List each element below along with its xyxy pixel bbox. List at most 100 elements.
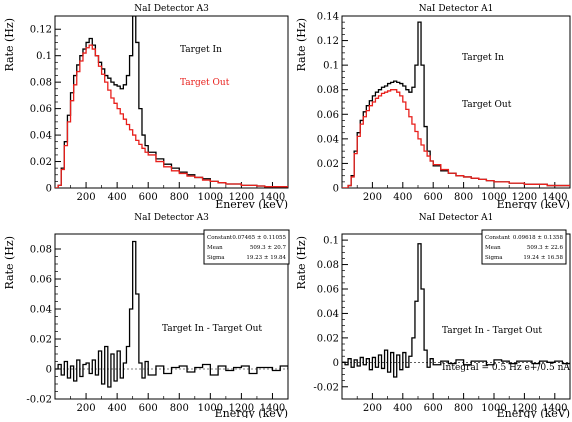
y-tick-label: 0.02 — [317, 159, 339, 170]
annotation: Target In — [462, 53, 504, 63]
x-tick-label: 200 — [363, 192, 382, 203]
y-tick-label: 0.06 — [30, 275, 52, 286]
x-tick-label: 400 — [393, 403, 412, 414]
y-tick-label: 0 — [333, 358, 339, 369]
stats-value: 509.3 ± 22.6 — [527, 245, 564, 251]
chart-title: NaI Detector A1 — [419, 213, 494, 223]
x-tick-label: 600 — [424, 192, 443, 203]
plot-frame — [54, 15, 289, 189]
chart-svg-1: NaI Detector A1 0 0.02 0.04 0.06 0.08 0.1 0.12 0… — [295, 4, 571, 211]
y-tick-label: 0.02 — [30, 335, 52, 346]
y-tick-label: 0.1 — [323, 236, 339, 247]
chart-title: NaI Detector A3 — [134, 213, 209, 223]
x-tick-label: 1400 — [260, 403, 285, 414]
y-tick-label: 0.06 — [317, 110, 339, 121]
x-tick-label: 1200 — [229, 403, 254, 414]
x-axis-label: Energy (keV) — [497, 407, 570, 418]
series-line-1 — [342, 89, 570, 188]
series-line-0 — [55, 240, 288, 388]
annotation: Target In - Target Out — [442, 326, 542, 336]
y-tick-label: 0.1 — [323, 61, 339, 72]
x-axis-label: Energy (keV) — [497, 198, 570, 209]
y-tick-label: 0.06 — [30, 104, 52, 115]
y-tick-label: 0 — [46, 365, 52, 376]
y-tick-label: 0.08 — [317, 260, 339, 271]
y-tick-label: 0.12 — [30, 25, 52, 36]
stats-value: 0.07465 ± 0.11055 — [232, 235, 286, 241]
y-tick-label: 0.12 — [317, 36, 339, 47]
x-tick-label: 1000 — [198, 192, 223, 203]
x-axis-label: Energy (keV) — [215, 407, 288, 418]
annotation: Target Out — [180, 78, 230, 88]
stats-value: 509.3 ± 20.7 — [250, 245, 287, 251]
y-tick-label: 0.04 — [30, 131, 52, 142]
stats-value: 19.23 ± 19.84 — [246, 255, 286, 261]
y-tick-label: 0.02 — [317, 333, 339, 344]
series-line-0 — [342, 243, 570, 378]
stats-box — [481, 229, 567, 265]
x-tick-label: 400 — [393, 192, 412, 203]
annotation: Target Out — [462, 100, 512, 110]
stats-label: Constant — [485, 235, 511, 241]
y-axis-label: Rate (Hz) — [3, 236, 16, 290]
x-tick-label: 1000 — [481, 192, 506, 203]
chart-title: NaI Detector A1 — [419, 4, 494, 14]
y-tick-label: 0.06 — [317, 285, 339, 296]
chart-svg-2: NaI Detector A3 -0.02 0 0.02 0.04 0.06 0.08 200… — [3, 213, 290, 420]
y-tick-label: 0 — [333, 184, 339, 195]
x-tick-label: 600 — [139, 403, 158, 414]
chart-panel-1: NaI Detector A1 0 0.02 0.04 0.06 0.08 0.1 0.12 0… — [292, 0, 572, 211]
x-tick-label: 600 — [139, 192, 158, 203]
stats-value: 0.09618 ± 0.1358 — [513, 235, 564, 241]
x-tick-label: 1000 — [481, 403, 506, 414]
y-tick-label: 0.14 — [317, 12, 339, 23]
annotation: Target In - Target Out — [162, 324, 262, 334]
plot-frame — [341, 233, 571, 400]
chart-title: NaI Detector A3 — [134, 4, 209, 14]
plot-frame — [341, 15, 571, 189]
x-tick-label: 200 — [77, 192, 96, 203]
y-tick-label: 0.08 — [30, 245, 52, 256]
series-line-0 — [55, 16, 288, 188]
y-tick-label: 0.08 — [317, 85, 339, 96]
chart-svg-3: NaI Detector A1 -0.02 0 0.02 0.04 0.06 0.08 0.1… — [295, 213, 572, 420]
y-axis-label: Rate (Hz) — [295, 236, 308, 290]
x-tick-label: 800 — [454, 403, 473, 414]
x-tick-label: 1200 — [229, 192, 254, 203]
y-axis-label: Rate (Hz) — [3, 18, 16, 72]
series-line-1 — [55, 44, 288, 188]
stats-box — [203, 229, 290, 265]
x-tick-label: 1400 — [542, 192, 567, 203]
x-tick-label: 200 — [363, 403, 382, 414]
y-axis-label: Rate (Hz) — [295, 18, 308, 72]
chart-panel-2: NaI Detector A3 -0.02 0 0.02 0.04 0.06 0.08 200… — [0, 209, 291, 420]
x-tick-label: 1400 — [260, 192, 285, 203]
series-line-0 — [342, 21, 570, 188]
stats-label: Constant — [207, 235, 233, 241]
annotation: Integral = 0.5 Hz e+/0.5 nA e- — [442, 363, 572, 373]
x-axis-label: Enerev (keV) — [215, 198, 288, 209]
chart-svg-0: NaI Detector A3 0 0.02 0.04 0.06 0.08 0.1 0.12 2… — [3, 4, 289, 211]
x-tick-label: 800 — [454, 192, 473, 203]
x-tick-label: 1200 — [512, 403, 537, 414]
y-tick-label: 0.1 — [36, 51, 52, 62]
x-tick-label: 1400 — [542, 403, 567, 414]
x-tick-label: 600 — [424, 403, 443, 414]
x-tick-label: 1000 — [198, 403, 223, 414]
stats-label: Sigma — [207, 255, 225, 261]
stats-label: Mean — [207, 245, 223, 251]
y-tick-label: -0.02 — [313, 382, 339, 393]
x-tick-label: 1200 — [512, 192, 537, 203]
x-tick-label: 400 — [108, 403, 127, 414]
y-tick-label: 0.04 — [317, 309, 339, 320]
stats-value: 19.24 ± 16.58 — [523, 255, 563, 261]
annotation: Target In — [180, 45, 222, 55]
y-tick-label: 0.02 — [30, 157, 52, 168]
y-tick-label: 0.04 — [30, 305, 52, 316]
y-tick-label: 0.04 — [317, 134, 339, 145]
chart-panel-0: NaI Detector A3 0 0.02 0.04 0.06 0.08 0.1 0.12 2… — [0, 0, 291, 211]
x-tick-label: 200 — [77, 403, 96, 414]
x-tick-label: 400 — [108, 192, 127, 203]
stats-label: Sigma — [485, 255, 503, 261]
